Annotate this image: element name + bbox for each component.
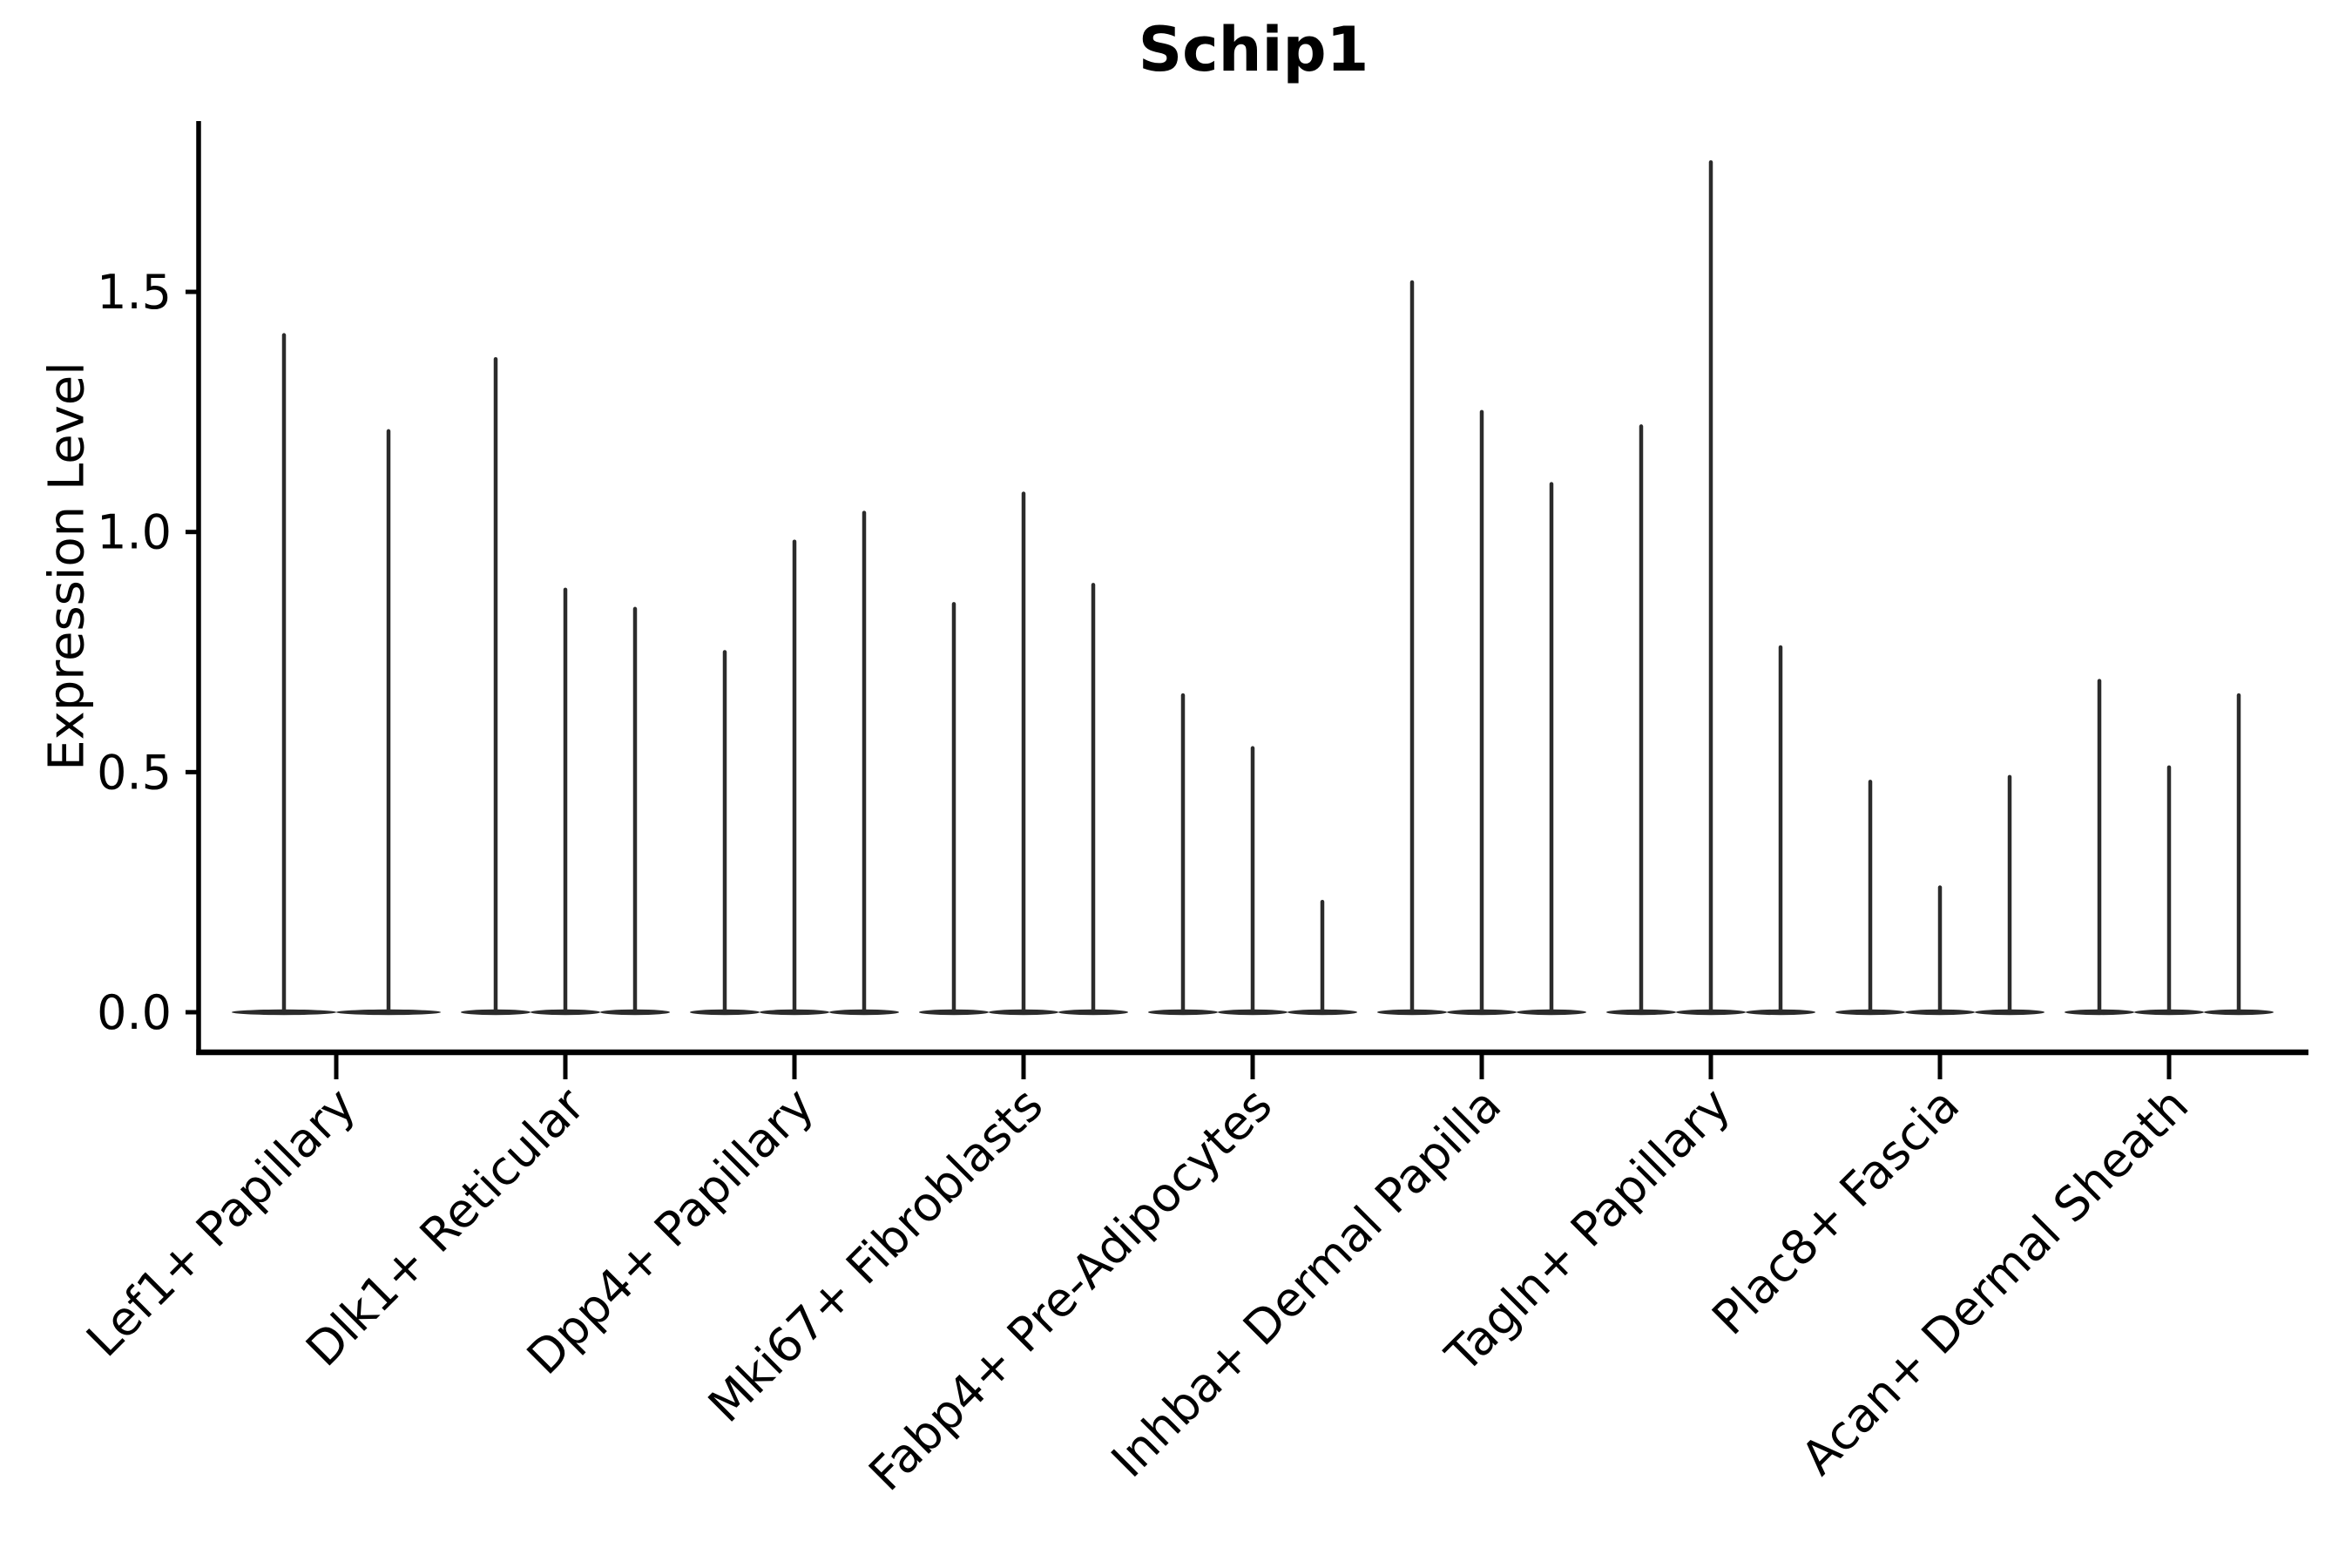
chart-title: Schip1 <box>1138 14 1369 85</box>
x-tick-label: Acan+ Dermal Sheath <box>1791 1078 2199 1485</box>
y-tick-label: 0.5 <box>97 745 172 800</box>
y-tick-label: 0.0 <box>97 985 172 1040</box>
x-tick-label: Inhba+ Dermal Papilla <box>1101 1078 1511 1488</box>
x-tick-label: Plac8+ Fascia <box>1701 1078 1970 1346</box>
y-tick-label: 1.5 <box>97 265 172 320</box>
x-tick-label: Fabp4+ Pre-Adipocytes <box>858 1078 1282 1502</box>
y-tick-label: 1.0 <box>97 505 172 560</box>
